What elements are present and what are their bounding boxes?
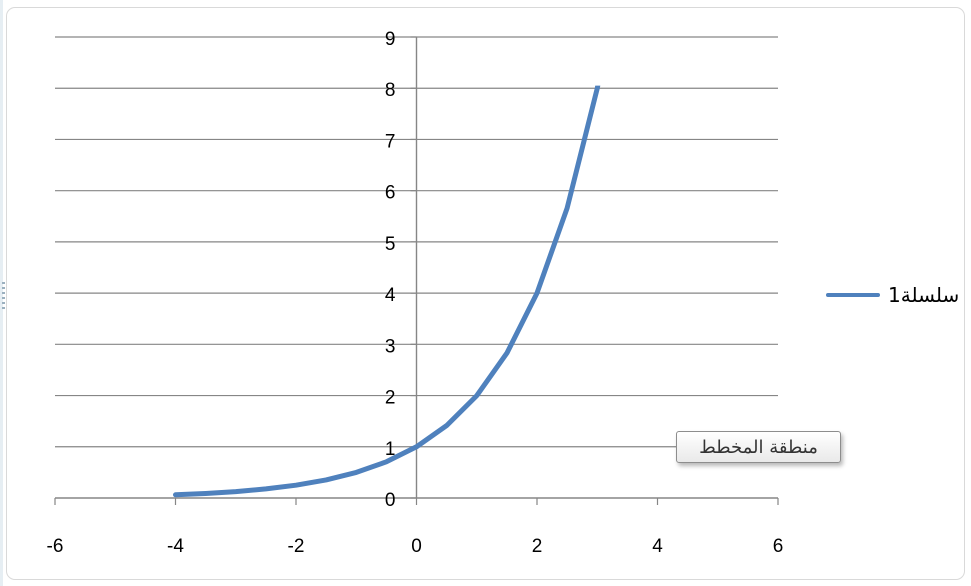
y-tick-label: 4 bbox=[385, 285, 396, 306]
x-tick-label: -2 bbox=[288, 536, 305, 557]
legend-label: سلسلة1 bbox=[888, 283, 960, 307]
x-tick-label: 4 bbox=[652, 536, 663, 557]
y-tick-label: 3 bbox=[385, 336, 396, 357]
resize-handle[interactable] bbox=[2, 282, 5, 312]
x-tick-label: 0 bbox=[411, 536, 422, 557]
y-tick-label: 8 bbox=[385, 80, 396, 101]
series-layer bbox=[173, 85, 601, 498]
x-tick-label: -6 bbox=[47, 536, 64, 557]
chart-area-tooltip: منطقة المخطط bbox=[676, 431, 841, 463]
y-tick-label: 7 bbox=[385, 131, 396, 152]
legend-swatch bbox=[826, 293, 880, 297]
y-axis-ticks: 0 1 2 3 4 5 6 7 8 9 bbox=[385, 29, 417, 511]
y-tick-label: 1 bbox=[385, 439, 396, 460]
y-tick-label: 5 bbox=[385, 234, 396, 255]
y-tick-label: 0 bbox=[385, 490, 396, 511]
x-tick-label: 6 bbox=[773, 536, 784, 557]
y-tick-label: 9 bbox=[385, 29, 396, 50]
y-tick-label: 2 bbox=[385, 388, 396, 409]
window-edge bbox=[0, 0, 3, 586]
x-tick-label: -4 bbox=[167, 536, 184, 557]
axes bbox=[55, 37, 778, 499]
x-axis-ticks: -6 -4 -2 0 2 4 6 bbox=[47, 498, 784, 557]
y-tick-label: 6 bbox=[385, 183, 396, 204]
legend[interactable]: سلسلة1 bbox=[826, 281, 959, 309]
x-tick-label: 2 bbox=[532, 536, 543, 557]
